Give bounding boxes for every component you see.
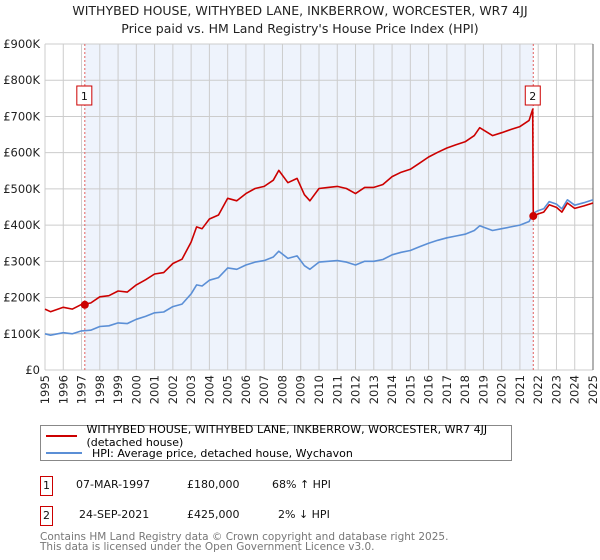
legend-swatch-property — [46, 435, 77, 437]
x-tick-label: 2007 — [257, 375, 271, 404]
x-tick-label: 2000 — [129, 375, 143, 404]
legend-item-property: WITHYBED HOUSE, WITHYBED LANE, INKBERROW… — [46, 423, 511, 449]
sale-label-1: 1 — [76, 85, 93, 106]
x-tick-label: 2011 — [330, 375, 344, 404]
x-tick-label: 2021 — [513, 375, 527, 404]
y-tick-label: £200K — [3, 291, 40, 305]
sale-label-text: 2 — [529, 90, 536, 103]
legend: WITHYBED HOUSE, WITHYBED LANE, INKBERROW… — [40, 423, 512, 461]
transaction-marker: 2 — [40, 506, 53, 526]
x-tick-label: 2014 — [385, 375, 399, 404]
sale-label-2: 2 — [524, 85, 541, 106]
sale-point — [529, 212, 538, 221]
transaction-price: £180,000 — [187, 478, 240, 491]
x-tick-label: 1999 — [111, 375, 125, 404]
x-tick-label: 2009 — [294, 375, 308, 404]
chart-title: WITHYBED HOUSE, WITHYBED LANE, INKBERROW… — [72, 3, 528, 18]
x-tick-label: 2002 — [166, 375, 180, 404]
x-tick-label: 1996 — [56, 375, 70, 404]
y-tick-label: £0 — [25, 363, 40, 377]
x-tick-label: 2013 — [367, 375, 381, 404]
sale-label-box — [76, 85, 93, 106]
y-tick-label: £700K — [3, 109, 40, 123]
hpi-line — [44, 199, 594, 337]
footer-licence: This data is licensed under the Open Gov… — [40, 541, 375, 553]
legend-label-property: WITHYBED HOUSE, WITHYBED LANE, INKBERROW… — [86, 423, 488, 449]
legend-item-hpi: HPI: Average price, detached house, Wych… — [46, 445, 353, 461]
y-tick-label: £400K — [3, 218, 40, 232]
x-tick-label: 2018 — [458, 375, 472, 404]
y-tick-label: £800K — [3, 73, 40, 87]
x-tick-label: 2022 — [531, 375, 545, 404]
sale-point — [80, 300, 89, 309]
x-tick-label: 2012 — [349, 375, 363, 404]
property-price-line — [44, 108, 594, 313]
legend-label-hpi: HPI: Average price, detached house, Wych… — [92, 446, 353, 460]
x-tick-label: 1997 — [75, 375, 89, 404]
x-tick-label: 2015 — [403, 375, 417, 404]
x-tick-label: 2003 — [184, 375, 198, 404]
x-tick-label: 2017 — [440, 375, 454, 404]
transaction-price: £425,000 — [187, 508, 240, 521]
plot-area: 1995 1996 1997 1998 1999 2000 2001 2002 2003 2004… — [3, 37, 600, 404]
sale-label-text: 1 — [81, 90, 88, 103]
footer-copyright: Contains HM Land Registry data © Crown c… — [40, 531, 449, 543]
x-tick-label: 2004 — [202, 375, 216, 404]
transaction-date: 24-SEP-2021 — [79, 508, 150, 521]
x-tick-label: 2019 — [476, 375, 490, 404]
chart-subtitle: Price paid vs. HM Land Registry's House … — [121, 21, 479, 36]
x-tick-label: 2025 — [586, 375, 600, 404]
x-tick-label: 2005 — [221, 375, 235, 404]
y-tick-label: £600K — [3, 146, 40, 160]
x-tick-label: 1998 — [93, 375, 107, 404]
ownership-shade — [84, 44, 534, 370]
y-tick-label: £500K — [3, 182, 40, 196]
transaction-hpi: 2% ↓ HPI — [278, 508, 330, 521]
sale-label-box — [524, 85, 541, 106]
y-tick-label: £900K — [3, 37, 40, 51]
x-tick-label: 1995 — [38, 375, 52, 404]
x-tick-label: 2008 — [275, 375, 289, 404]
transaction-date: 07-MAR-1997 — [76, 478, 151, 491]
y-tick-label: £100K — [3, 327, 40, 341]
x-tick-label: 2006 — [239, 375, 253, 404]
y-tick-label: £300K — [3, 254, 40, 268]
legend-swatch-hpi — [46, 452, 82, 454]
transaction-hpi: 68% ↑ HPI — [272, 478, 331, 491]
x-tick-label: 2016 — [422, 375, 436, 404]
x-tick-label: 2001 — [148, 375, 162, 404]
x-tick-label: 2023 — [549, 375, 563, 404]
x-tick-label: 2020 — [495, 375, 509, 404]
x-tick-label: 2010 — [312, 375, 326, 404]
transaction-marker: 1 — [40, 476, 53, 496]
x-tick-label: 2024 — [568, 375, 582, 404]
